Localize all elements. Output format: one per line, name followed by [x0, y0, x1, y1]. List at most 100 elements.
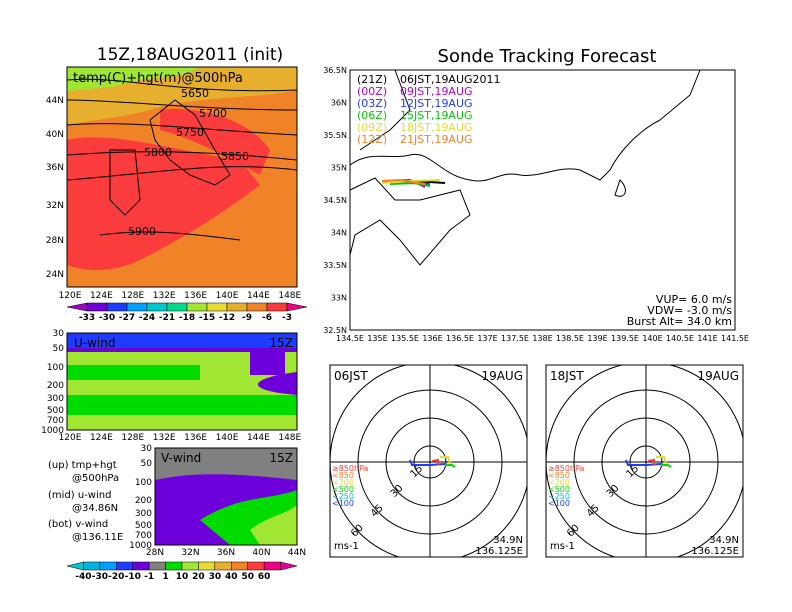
colorbar-label: -18 [179, 313, 195, 323]
y-tick-label: 35.5N [323, 131, 347, 140]
colorbar-swatch [206, 302, 228, 312]
x-tick-label: 124E [90, 433, 113, 443]
colorbar-swatch [99, 561, 117, 571]
y-tick-label: 36.5N [323, 66, 347, 75]
y-tick-label: 500 [135, 521, 152, 531]
hodo-legend-item: <100 [332, 499, 354, 508]
colorbar-swatch [166, 302, 188, 312]
contour-label: 5850 [221, 150, 249, 163]
hodograph-date: 19AUG [697, 369, 739, 383]
x-tick-label: 128E [121, 433, 144, 443]
colorbar-swatch [165, 561, 183, 571]
colorbar-label: 60 [258, 572, 271, 582]
colorbar-swatch [246, 302, 268, 312]
y-tick-label: 700 [47, 416, 64, 426]
x-tick-label: 138.5E [556, 334, 584, 343]
x-tick-label: 140E [216, 291, 239, 301]
hodo-legend-item: <850 [332, 471, 354, 480]
panel-frame [545, 364, 744, 558]
note-line: @136.11E [72, 532, 123, 543]
legend-jst: 15JST,19AUG [400, 109, 473, 122]
hodograph-time: 06JST [334, 369, 368, 383]
colorbar-label: -24 [139, 313, 155, 323]
colorbar-label: 50 [241, 572, 254, 582]
legend-jst: 06JST,19AUG2011 [400, 73, 501, 86]
colorbar-label: -33 [79, 313, 95, 323]
colorbar-swatch [146, 302, 168, 312]
track-map: (21Z) 06JST,19AUG2011 (00Z) 09JST,19AUG (03Z… [349, 69, 736, 331]
x-tick-label: 44N [288, 548, 306, 558]
x-tick-label: 137E [477, 334, 497, 343]
x-tick-label: 136.5E [446, 334, 474, 343]
temperature-map: temp(C)+hgt(m)@500hPa 5650 5700 5750 5800 58… [66, 66, 298, 288]
x-tick-label: 140E [642, 334, 662, 343]
hodograph-time: 18JST [550, 369, 584, 383]
x-tick-label: 32N [181, 548, 199, 558]
colorbar-swatch [280, 561, 298, 571]
hodo-legend-item: <500 [332, 485, 354, 494]
y-tick-label: 30 [141, 444, 153, 454]
contour-label: 5700 [199, 107, 227, 120]
colorbar-label: -27 [119, 313, 135, 323]
unit-label: ms-1 [550, 541, 575, 552]
y-tick-label: 36N [46, 163, 64, 173]
colorbar-swatch [286, 302, 308, 312]
hodograph-trace [647, 458, 655, 465]
lat-label: 34.9N [709, 535, 739, 546]
launch-param: Burst Alt= 34.0 km [627, 315, 732, 328]
x-tick-label: 141E [697, 334, 717, 343]
colorbar-swatch [247, 561, 265, 571]
y-tick-label: 34N [331, 229, 347, 238]
contour-label: 5900 [128, 225, 156, 238]
colorbar-label: -20 [108, 572, 124, 582]
colorbar-swatch [66, 302, 88, 312]
colorbar-label: -1 [144, 572, 154, 582]
colorbar-label: 1 [162, 572, 168, 582]
y-tick-label: 100 [135, 478, 152, 488]
y-tick-label: 34.5N [323, 196, 347, 205]
u-wind-panel: U-wind 15Z [66, 332, 298, 431]
y-tick-label: 35N [331, 164, 347, 173]
launch-param: VDW= -3.0 m/s [647, 304, 732, 317]
legend-jst: 21JST,19AUG [400, 133, 473, 146]
map-label: temp(C)+hgt(m)@500hPa [73, 71, 243, 86]
hodo-legend-item: <850 [548, 471, 570, 480]
x-tick-label: 141.5E [721, 334, 749, 343]
contour-label: 5750 [176, 126, 204, 139]
y-tick-label: 32.5N [323, 326, 347, 335]
hodo-legend-item: <500 [548, 485, 570, 494]
x-tick-label: 136E [184, 291, 207, 301]
hodograph-date: 19AUG [481, 369, 523, 383]
right-title: Sonde Tracking Forecast [438, 46, 657, 67]
hodograph-rings [330, 365, 527, 557]
x-tick-label: 132E [153, 291, 176, 301]
colorbar-label: 10 [176, 572, 189, 582]
colorbar-swatch [83, 561, 101, 571]
hodo-legend-item: <250 [332, 492, 354, 501]
colorbar-swatch [186, 302, 208, 312]
legend-utc: (06Z) [357, 109, 387, 122]
contour-label: 5650 [181, 87, 209, 100]
v-wind-time: 15Z [270, 451, 294, 465]
note-line: @500hPa [72, 473, 119, 484]
v-wind-panel: V-wind 15Z [154, 447, 298, 546]
hodograph-trace [445, 464, 456, 468]
colorbar-swatch [226, 302, 248, 312]
launch-param: VUP= 6.0 m/s [656, 293, 732, 306]
hodo-legend-item: <700 [332, 478, 354, 487]
y-tick-label: 33N [331, 294, 347, 303]
y-tick-label: 1000 [129, 541, 152, 551]
y-tick-label: 44N [46, 96, 64, 106]
colorbar-label: -3 [282, 313, 292, 323]
x-tick-label: 137.5E [501, 334, 529, 343]
u-wind-label: U-wind [74, 336, 115, 350]
panel-frame [329, 364, 528, 558]
colorbar-swatch [116, 561, 133, 571]
colorbar-swatch [86, 302, 108, 312]
hodo-legend-item: ≥850hPa [548, 464, 585, 473]
note-line: (mid) u-wind [48, 490, 111, 501]
hodograph-rings [546, 365, 743, 557]
y-tick-label: 50 [53, 344, 65, 354]
